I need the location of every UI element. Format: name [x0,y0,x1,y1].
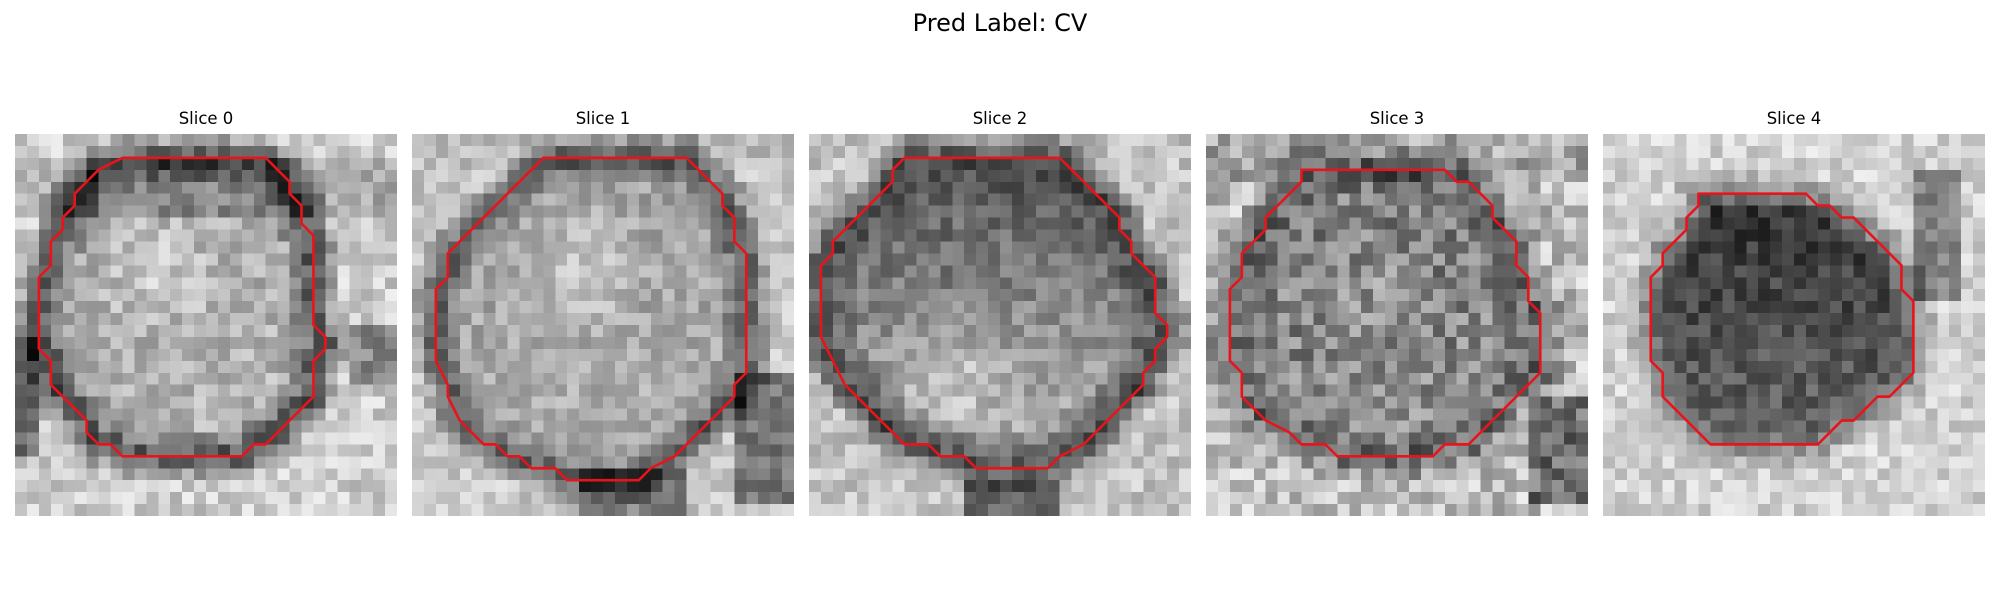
slice-panel-1: Slice 1 [412,108,794,520]
contour-line-4 [1649,192,1915,446]
figure-title: Pred Label: CV [912,9,1088,37]
contour-line-2 [819,156,1169,470]
slice-panel-4: Slice 4 [1603,108,1985,520]
slice-panel-0: Slice 0 [15,108,397,520]
segmentation-contour-1 [434,156,748,482]
slice-title-3: Slice 3 [1369,109,1425,128]
slice-title-2: Slice 2 [972,109,1028,128]
slice-image-1 [412,134,794,516]
segmentation-contour-2 [819,156,1169,470]
slice-title-0: Slice 0 [178,109,234,128]
slice-image-0 [15,134,397,516]
contour-line-0 [37,156,327,458]
slice-panel-3: Slice 3 [1206,108,1588,520]
slice-title-1: Slice 1 [575,109,631,128]
contour-line-3 [1228,168,1542,458]
slice-image-3 [1206,134,1588,516]
segmentation-contour-0 [37,156,327,458]
segmentation-contour-4 [1649,192,1915,446]
contour-line-1 [434,156,748,482]
slice-image-4 [1603,134,1985,516]
slice-image-2 [809,134,1191,516]
slice-title-4: Slice 4 [1766,109,1822,128]
slice-panel-2: Slice 2 [809,108,1191,520]
segmentation-contour-3 [1228,168,1542,458]
